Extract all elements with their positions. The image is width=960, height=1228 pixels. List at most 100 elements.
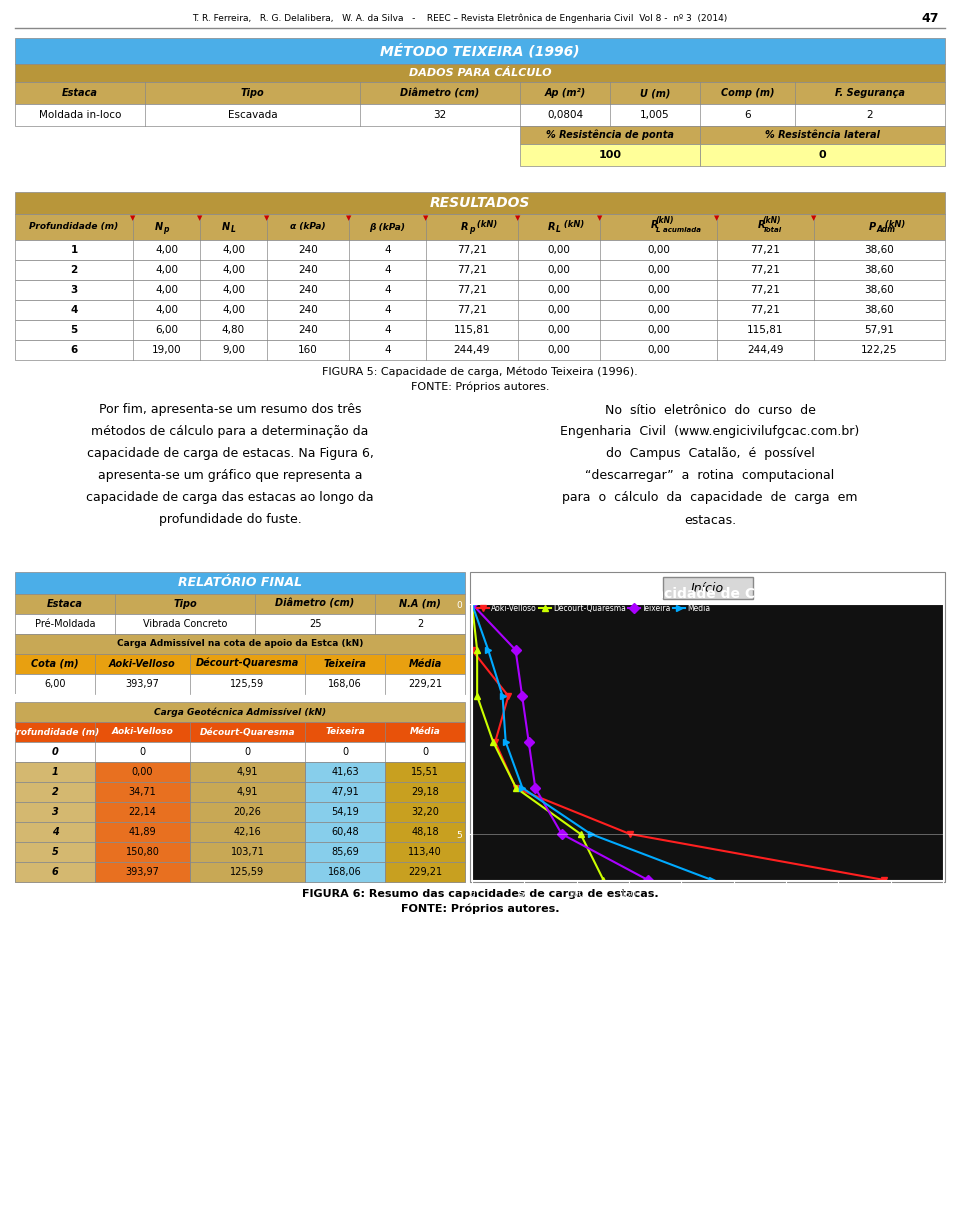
Text: Total: Total xyxy=(762,227,781,233)
Text: 4: 4 xyxy=(384,246,391,255)
Text: 168,06: 168,06 xyxy=(328,679,362,689)
Text: 6: 6 xyxy=(70,345,78,355)
Text: F. Segurança: F. Segurança xyxy=(835,88,905,98)
Text: Profundidade (m): Profundidade (m) xyxy=(30,222,119,232)
Text: Tipo: Tipo xyxy=(241,88,264,98)
Bar xyxy=(15,802,465,822)
Text: MÉTODO TEIXEIRA (1996): MÉTODO TEIXEIRA (1996) xyxy=(380,44,580,58)
Teixeira xyxy=(642,873,654,888)
Bar xyxy=(15,702,465,722)
Text: 1,005: 1,005 xyxy=(640,111,670,120)
Text: 6,00: 6,00 xyxy=(44,679,65,689)
Bar xyxy=(15,300,945,321)
Text: capacidade de carga de estacas. Na Figura 6,: capacidade de carga de estacas. Na Figur… xyxy=(86,447,373,460)
Text: 3: 3 xyxy=(70,285,78,295)
Bar xyxy=(385,862,465,882)
Text: 3: 3 xyxy=(52,807,59,817)
Text: 9,00: 9,00 xyxy=(222,345,245,355)
Text: 115,81: 115,81 xyxy=(747,325,783,335)
Text: 38,60: 38,60 xyxy=(865,246,895,255)
Bar xyxy=(15,280,945,300)
Teixeira xyxy=(556,826,567,841)
Text: 393,97: 393,97 xyxy=(126,679,159,689)
Text: 244,49: 244,49 xyxy=(454,345,491,355)
Text: 0,00: 0,00 xyxy=(647,345,670,355)
Décourt-Quaresma xyxy=(488,734,499,749)
Text: 4: 4 xyxy=(52,826,59,837)
Text: 0,00: 0,00 xyxy=(547,325,570,335)
Text: FONTE: Próprios autores.: FONTE: Próprios autores. xyxy=(400,904,560,915)
Bar xyxy=(15,572,465,594)
Text: 2: 2 xyxy=(52,787,59,797)
Text: Teixeira: Teixeira xyxy=(325,727,365,737)
Bar xyxy=(385,842,465,862)
Text: 77,21: 77,21 xyxy=(751,285,780,295)
Text: Diâmetro (cm): Diâmetro (cm) xyxy=(400,88,480,98)
Bar xyxy=(15,38,945,64)
Text: U (m): U (m) xyxy=(639,88,670,98)
Text: 4: 4 xyxy=(70,305,78,316)
Text: 77,21: 77,21 xyxy=(751,265,780,275)
Text: 38,60: 38,60 xyxy=(865,285,895,295)
Teixeira xyxy=(530,781,541,796)
Text: 77,21: 77,21 xyxy=(457,305,487,316)
Text: apresenta-se um gráfico que representa a: apresenta-se um gráfico que representa a xyxy=(98,469,362,483)
Text: Média: Média xyxy=(408,659,442,669)
Text: 4: 4 xyxy=(384,305,391,316)
Text: 4,00: 4,00 xyxy=(155,285,178,295)
Text: α (kPa): α (kPa) xyxy=(290,222,325,232)
Text: 0,00: 0,00 xyxy=(647,265,670,275)
Bar xyxy=(190,822,305,842)
Text: do  Campus  Catalão,  é  possível: do Campus Catalão, é possível xyxy=(606,447,814,460)
Text: Cota (m): Cota (m) xyxy=(31,659,79,669)
Text: 34,71: 34,71 xyxy=(129,787,156,797)
Text: R: R xyxy=(651,220,658,230)
Text: 2: 2 xyxy=(417,619,423,629)
Text: 0,00: 0,00 xyxy=(547,285,570,295)
Décourt-Quaresma xyxy=(467,597,478,612)
Bar xyxy=(15,634,465,655)
Text: ▼: ▼ xyxy=(516,215,520,221)
Text: profundidade do fuste.: profundidade do fuste. xyxy=(158,513,301,527)
Teixeira xyxy=(467,597,478,612)
Text: 4,00: 4,00 xyxy=(222,265,245,275)
Text: Adm: Adm xyxy=(876,226,896,235)
Bar xyxy=(15,782,465,802)
Bar xyxy=(15,722,465,742)
Bar xyxy=(305,862,385,882)
Text: Estaca: Estaca xyxy=(47,599,83,609)
Bar xyxy=(15,742,465,763)
Text: 6,00: 6,00 xyxy=(155,325,178,335)
Bar xyxy=(385,802,465,822)
Text: L: L xyxy=(556,226,561,235)
Text: 0,00: 0,00 xyxy=(647,305,670,316)
Text: R: R xyxy=(461,222,468,232)
Text: R: R xyxy=(547,222,555,232)
Bar xyxy=(190,842,305,862)
Text: p: p xyxy=(469,226,474,235)
Bar xyxy=(15,260,945,280)
Text: 22,14: 22,14 xyxy=(129,807,156,817)
Média xyxy=(500,734,512,749)
Bar xyxy=(305,842,385,862)
Text: 240: 240 xyxy=(299,305,318,316)
Bar xyxy=(15,782,95,802)
Text: ▼: ▼ xyxy=(264,215,270,221)
Text: 240: 240 xyxy=(299,325,318,335)
Text: 113,40: 113,40 xyxy=(408,847,442,857)
Text: 4,00: 4,00 xyxy=(155,246,178,255)
Text: 0,00: 0,00 xyxy=(547,345,570,355)
Text: Décourt-Quaresma: Décourt-Quaresma xyxy=(196,659,300,669)
Bar xyxy=(15,192,945,214)
Text: 1: 1 xyxy=(52,768,59,777)
Bar xyxy=(15,763,95,782)
Text: 4,91: 4,91 xyxy=(237,768,258,777)
Text: 4,00: 4,00 xyxy=(222,285,245,295)
Text: 103,71: 103,71 xyxy=(230,847,264,857)
Text: 4,91: 4,91 xyxy=(237,787,258,797)
Text: 0: 0 xyxy=(342,747,348,756)
Bar xyxy=(95,822,190,842)
Bar xyxy=(95,763,190,782)
Bar xyxy=(385,763,465,782)
Text: RESULTADOS: RESULTADOS xyxy=(430,196,530,210)
